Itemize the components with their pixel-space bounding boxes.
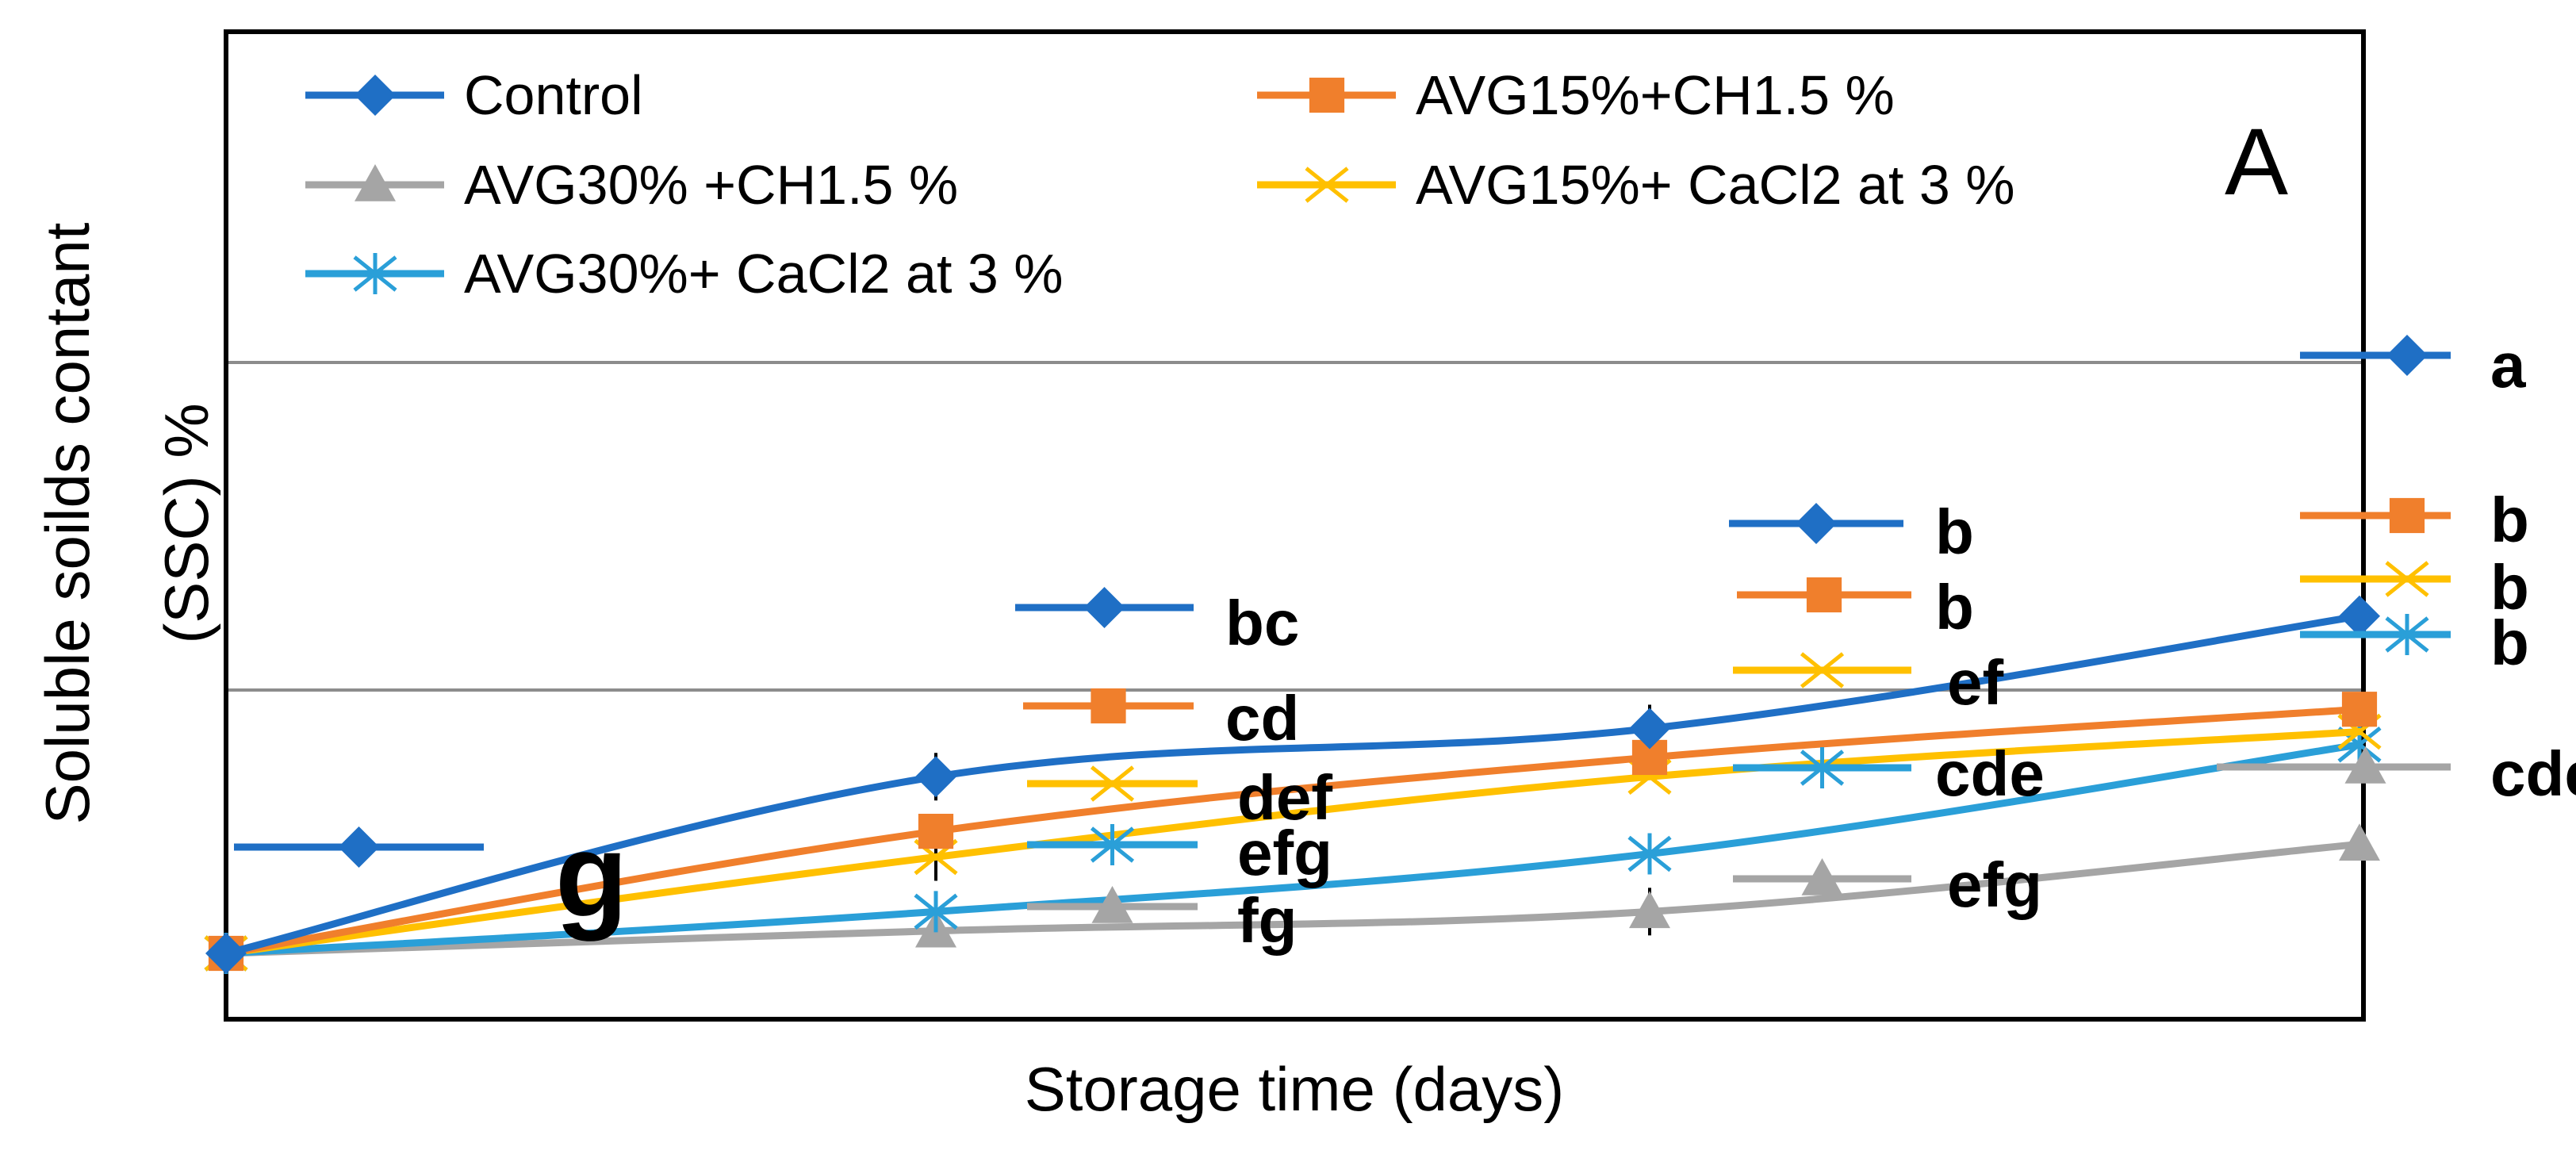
significance-label-group: fg <box>1027 885 1298 956</box>
x-axis-title: Storage time (days) <box>1025 1054 1565 1124</box>
plot-area-border <box>224 29 2366 1022</box>
diamond-marker <box>2339 595 2380 637</box>
significance-label-group: a <box>2300 330 2526 401</box>
legend-label: AVG15%+ CaCl2 at 3 % <box>1416 154 2014 216</box>
significance-label: b <box>1935 572 1974 642</box>
x-marker <box>1090 765 1135 802</box>
diamond-marker <box>915 756 956 798</box>
significance-label: b <box>2490 485 2529 555</box>
series-diamond <box>205 595 2380 974</box>
significance-label-group: bc <box>1015 587 1299 658</box>
significance-label-group: b <box>1737 572 1974 642</box>
series-layer <box>204 595 2382 974</box>
x-marker <box>2385 561 2429 597</box>
significance-labels: gbccddefefgfgbbefcdeefgabbbcde <box>234 330 2576 956</box>
diamond-marker <box>2386 335 2428 376</box>
triangle-marker <box>2344 746 2386 784</box>
legend-item: AVG15%+CH1.5 % <box>1257 64 1895 126</box>
significance-label-group: g <box>234 808 628 941</box>
legend-label: AVG30% +CH1.5 % <box>464 154 958 216</box>
significance-label: efg <box>1237 818 1332 888</box>
significance-label-group: b <box>2300 552 2529 623</box>
diamond-marker <box>338 826 380 868</box>
x-marker <box>1800 652 1845 688</box>
panel-letter: A <box>2225 109 2288 215</box>
significance-label-group: b <box>2300 608 2529 678</box>
diamond-marker <box>1796 503 1837 544</box>
significance-label-group: cde <box>2217 738 2576 809</box>
series-line <box>222 612 2363 957</box>
significance-label: cde <box>1935 738 2045 809</box>
significance-label: g <box>555 808 628 941</box>
series-line <box>222 741 2363 957</box>
legend-label: Control <box>464 64 643 126</box>
significance-label: b <box>2490 552 2529 623</box>
diamond-marker <box>205 933 247 974</box>
significance-label: def <box>1237 762 1332 833</box>
asterisk-marker <box>2385 614 2429 655</box>
triangle-marker <box>1091 886 1133 923</box>
significance-label: efg <box>1947 849 2042 920</box>
significance-label: bc <box>1225 588 1299 658</box>
significance-label-group: def <box>1027 762 1332 833</box>
significance-label: b <box>2490 608 2529 678</box>
diamond-marker <box>355 75 396 116</box>
asterisk-marker <box>353 253 397 294</box>
significance-label: ef <box>1947 647 2003 718</box>
significance-label-group: cd <box>1023 683 1299 753</box>
legend-item: AVG15%+ CaCl2 at 3 % <box>1257 154 2014 216</box>
asterisk-marker <box>1090 824 1135 865</box>
gridlines <box>226 361 2363 692</box>
square-marker <box>2341 692 2378 727</box>
diamond-marker <box>1083 587 1125 628</box>
significance-label-group: b <box>2300 485 2529 555</box>
triangle-marker <box>355 164 396 201</box>
y-axis-title-line1: Soluble soilds contant <box>33 222 102 824</box>
asterisk-marker <box>914 891 958 933</box>
significance-label-group: cde <box>1733 738 2045 809</box>
significance-label-group: efg <box>1027 818 1332 888</box>
legend-item: AVG30% +CH1.5 % <box>305 154 958 216</box>
series-line <box>222 728 2363 957</box>
legend-label: AVG15%+CH1.5 % <box>1416 64 1895 126</box>
square-marker <box>2389 497 2425 534</box>
triangle-marker <box>1801 858 1843 895</box>
square-marker <box>1091 688 1126 724</box>
diamond-marker <box>1629 707 1670 750</box>
series-line <box>222 840 2363 957</box>
square-marker <box>918 814 954 849</box>
triangle-marker <box>2339 823 2380 861</box>
y-axis-title-line2: (SSC) % <box>151 403 221 643</box>
square-marker <box>1309 77 1345 113</box>
x-marker <box>1305 167 1349 203</box>
significance-label-group: b <box>1729 497 1974 567</box>
significance-label-group: ef <box>1733 647 2003 718</box>
legend-label: AVG30%+ CaCl2 at 3 % <box>464 243 1063 305</box>
legend: Control AVG15%+CH1.5 % AVG30% +CH1.5 % AVG1… <box>305 64 2014 305</box>
significance-label-group: efg <box>1733 849 2042 920</box>
significance-label: cd <box>1225 683 1299 753</box>
significance-label: b <box>1935 497 1974 567</box>
significance-label: cde <box>2490 738 2576 809</box>
significance-label: a <box>2490 330 2526 401</box>
legend-item: AVG30%+ CaCl2 at 3 % <box>305 243 1063 305</box>
triangle-marker <box>1629 891 1670 929</box>
asterisk-marker <box>1627 833 1672 875</box>
legend-item: Control <box>305 64 643 126</box>
series-line <box>222 705 2363 957</box>
significance-label: fg <box>1237 885 1298 956</box>
asterisk-marker <box>1800 747 1845 788</box>
square-marker <box>1806 577 1842 613</box>
